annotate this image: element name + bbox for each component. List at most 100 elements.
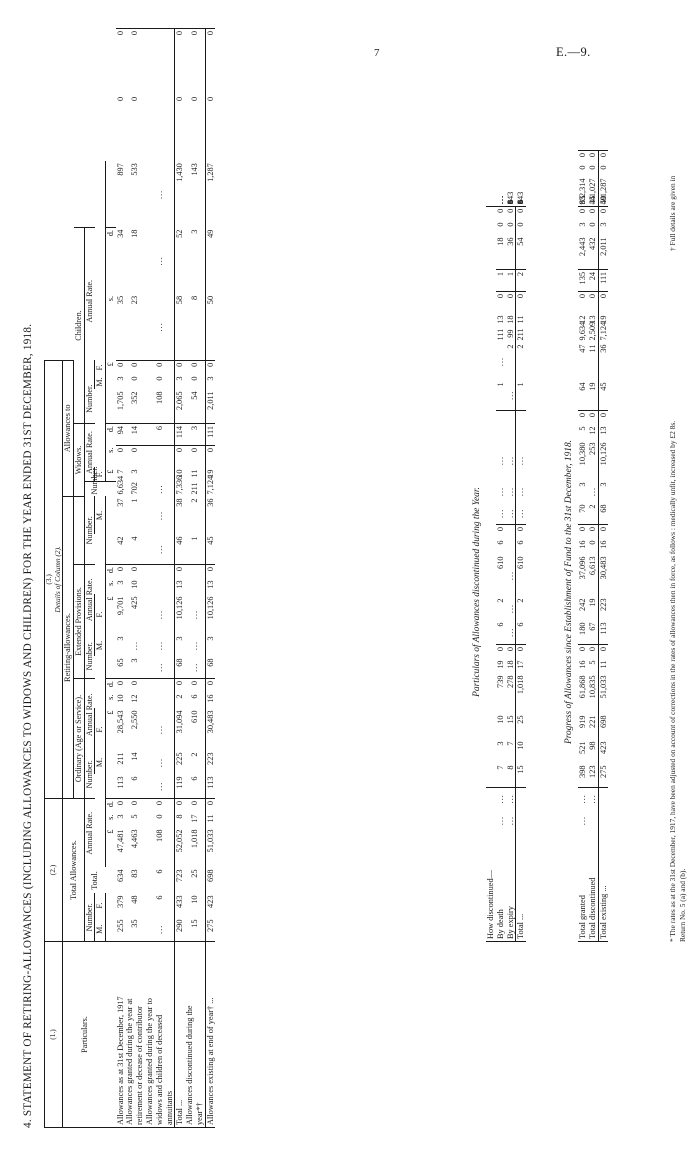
ordinary-pence [505,524,516,539]
table-row: Total existing ... 275 423 698 51,033 11 0 113 2… [598,150,609,942]
extended-s-sym: s. [105,580,115,586]
row-dots-2 [486,787,496,810]
colref-1: (1.) [44,941,63,1128]
unfit-m: 64 [578,382,587,391]
widows-pence: 0 [115,360,126,375]
row-dots-1 [598,809,609,832]
ordinary-pence: 0 [578,524,588,539]
extended-shillings [506,425,516,441]
widows-shillings: 0 [130,376,140,381]
row-label: How discontinued— [486,831,496,942]
unfit-shillings: 3 [130,469,140,474]
unfit-m: 45 [205,534,216,565]
total-m: 255 [115,919,125,932]
ordinary-f: ... [154,757,164,768]
widows-number: 24 [587,269,599,292]
ordinary-d-sym: d. [105,678,116,693]
progress-table-body: Total granted...... 398 521 919 61,868 16 0 180… [578,150,609,942]
extended-m: 2 [587,504,597,509]
total-pounds: 51,033 [205,827,216,868]
total-m: 290 [174,917,186,942]
ordinary-f: 211 [115,752,125,765]
row-dots-1: ... [578,815,587,826]
total-total: 25 [190,869,200,878]
spacer-total-total [94,827,106,868]
widows-pounds: 108 [154,391,164,404]
widows-number-header: Number. [84,466,106,497]
ordinary-shillings [506,539,516,555]
extended-m: ... [190,662,200,672]
children-f: 3 [190,229,200,234]
extended-pounds: ... [495,455,505,466]
extended-f: 3 [598,480,609,503]
widows-shillings: 3 [174,374,186,390]
group-ordinary: Ordinary (Age or Service). [73,678,85,799]
ordinary-shillings: 16 [598,538,609,555]
extended-m: 68 [598,502,609,525]
extended-f: ... [515,480,527,503]
extended-pounds: 10,126 [205,594,216,635]
extended-pence [185,564,206,579]
total-pence: 0 [495,644,506,659]
row-label: Total ... [174,941,186,1128]
children-pence: 0 [598,150,609,164]
children-pounds: 533 [130,163,140,176]
ordinary-m: 6 [190,776,200,781]
row-dots-1 [486,810,496,832]
extended-pence: 0 [174,564,186,579]
blank [105,775,115,799]
extended-shillings: 13 [598,424,609,441]
extended-pence: 0 [578,410,588,425]
main-statement-table: (1.) (2.) (3.) Details of Column (2). Pa… [44,28,216,1128]
unfit-f: 37 [115,498,125,507]
spacer-ordinary-rate [94,656,106,709]
group-widows: Widows. [73,423,85,497]
extended-shillings: 3 [115,580,125,585]
widows-shillings: 3 [598,220,609,236]
widows-number: 111 [205,423,216,446]
children-pounds: 1,287 [205,161,216,228]
ordinary-pounds: 28,543 [115,710,125,734]
ordinary-pence: 0 [515,524,527,539]
ordinary-pounds: 31,094 [174,708,186,751]
extended-f: ... [154,640,164,651]
unfit-pounds: 211 [515,327,527,343]
extended-m: ... [495,508,505,518]
colref-3: (3.) Details of Column (2). [44,360,63,799]
children-shillings: 0 [190,96,200,102]
row-dots-2: ... [495,787,506,810]
ordinary-pounds: 30,483 [598,554,609,597]
row-dots-1 [515,809,527,832]
extended-pounds-sym: £ [105,596,115,601]
children-pence [145,28,175,95]
row-label: By death [495,831,506,942]
widows-pounds-sym: £ [105,469,115,474]
widows-pounds: 2,011 [205,389,216,424]
spacer-widows-rate [94,389,106,468]
children-shillings: 0 [174,94,186,162]
extended-pence [495,410,506,425]
extended-f: ... [587,486,597,497]
widows-number: 111 [598,269,609,292]
extended-m: M. [94,634,106,657]
ordinary-f: 2 [495,598,505,603]
extended-f: ... [505,486,515,497]
row-dots-2 [515,787,527,810]
children-number-header: Number. [84,374,95,424]
unfit-m: 45 [598,380,609,411]
spacer-extended-rate [94,534,106,595]
unfit-pounds: 702 [130,482,140,495]
extended-pounds: 10,126 [174,594,186,635]
ordinary-number-header: Number. [84,750,95,799]
spacer-children-rate [94,161,106,361]
ordinary-shillings: 6 [495,540,505,545]
widows-pence: 0 [587,206,599,221]
widows-pounds: 18 [495,237,505,246]
total-shillings: 5 [587,660,597,665]
table-row: Total ... 15 10 25 1,018 17 0 6 2 610 6 0......... 1… [515,192,527,942]
extended-pounds: ... [515,440,527,481]
children-pounds: 143 [190,163,200,176]
extended-f: 3 [115,636,125,641]
total-shillings: 5 [130,814,140,819]
widows-pounds: 2,065 [174,389,186,424]
